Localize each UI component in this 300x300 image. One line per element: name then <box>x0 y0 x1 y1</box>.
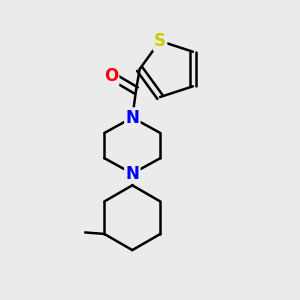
Text: N: N <box>125 165 139 183</box>
Text: N: N <box>125 109 139 127</box>
Text: S: S <box>154 32 166 50</box>
Text: O: O <box>104 67 118 85</box>
